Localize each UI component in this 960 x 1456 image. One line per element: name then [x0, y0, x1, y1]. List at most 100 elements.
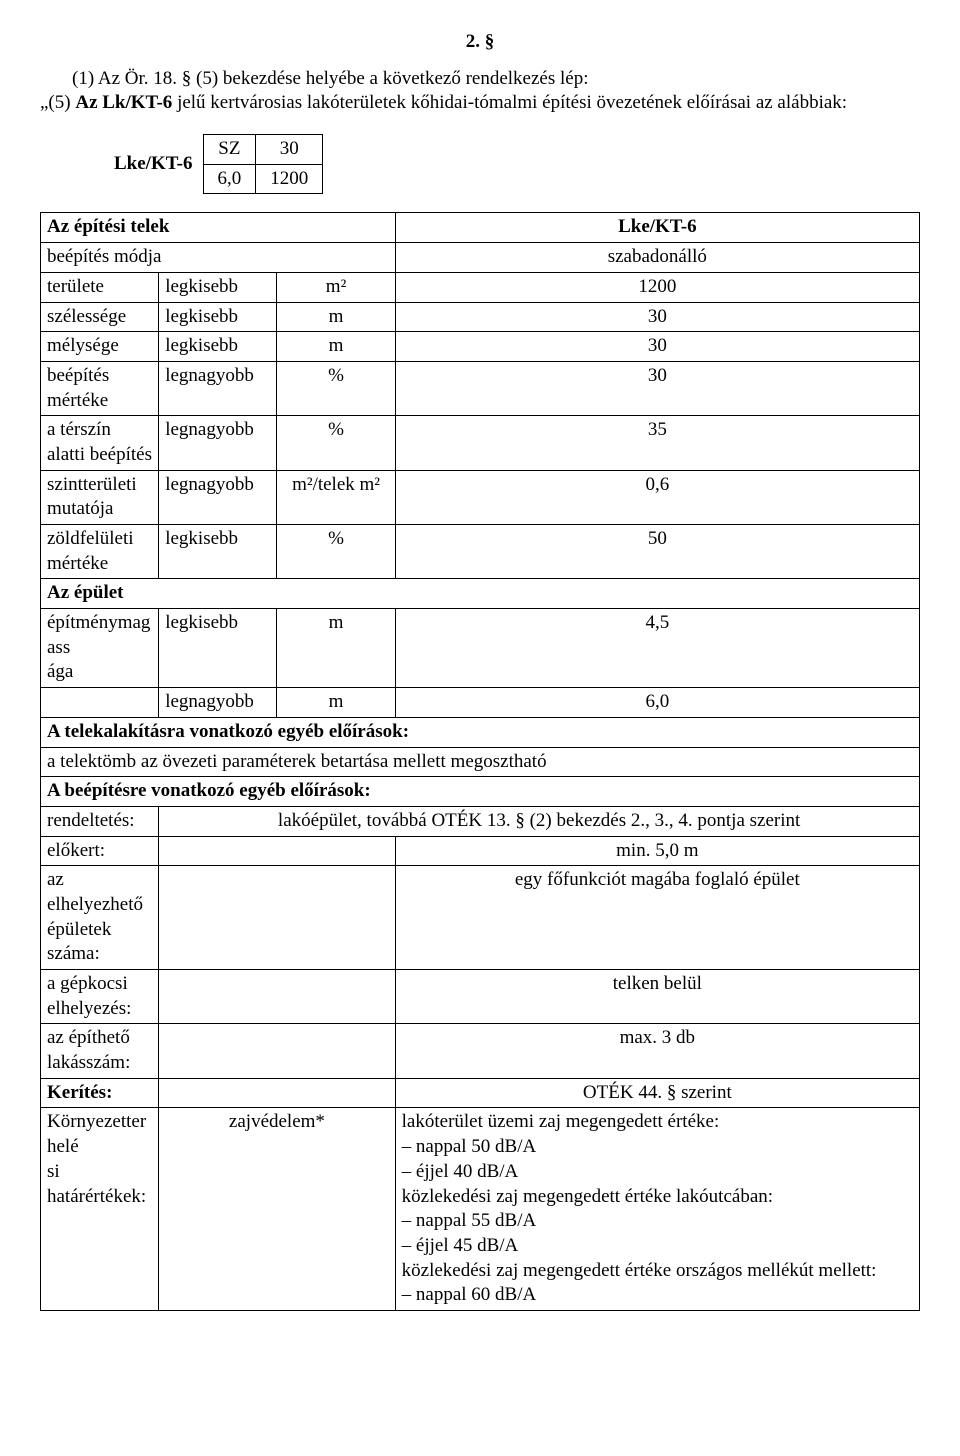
table-row: Az építési telek Lke/KT-6 [41, 213, 920, 243]
cell: a telektömb az övezeti paraméterek betar… [41, 747, 920, 777]
zone-label: Lke/KT-6 [100, 135, 203, 194]
cell: legnagyobb [159, 470, 277, 524]
table-row: legnagyobb m 6,0 [41, 688, 920, 718]
cell: zajvédelem* [159, 1108, 395, 1311]
cell: az építhető lakásszám: [41, 1024, 159, 1078]
table-row: az elhelyezhető épületek száma: egy főfu… [41, 866, 920, 970]
table-row: területe legkisebb m² 1200 [41, 272, 920, 302]
table-row: A telekalakításra vonatkozó egyéb előírá… [41, 717, 920, 747]
cell: 6,0 [395, 688, 919, 718]
zone-top-right: 30 [256, 135, 323, 165]
header-left: Az építési telek [41, 213, 396, 243]
subheader: A beépítésre vonatkozó egyéb előírások: [41, 777, 920, 807]
cell: legkisebb [159, 525, 277, 579]
cell: Környezetterhelési határértékek: [41, 1108, 159, 1311]
cell: mélysége [41, 332, 159, 362]
table-row: a telektömb az övezeti paraméterek betar… [41, 747, 920, 777]
cell: % [277, 416, 395, 470]
table-row: előkert: min. 5,0 m [41, 836, 920, 866]
cell: Kerítés: [41, 1078, 159, 1108]
table-row: rendeltetés: lakóépület, továbbá OTÉK 13… [41, 806, 920, 836]
cell: a gépkocsi elhelyezés: [41, 970, 159, 1024]
cell: min. 5,0 m [395, 836, 919, 866]
cell [159, 836, 395, 866]
table-row: A beépítésre vonatkozó egyéb előírások: [41, 777, 920, 807]
table-row: a gépkocsi elhelyezés: telken belül [41, 970, 920, 1024]
cell: legnagyobb [159, 688, 277, 718]
cell [159, 866, 395, 970]
cell: m² [277, 272, 395, 302]
cell: 50 [395, 525, 919, 579]
cell [159, 1024, 395, 1078]
cell: m [277, 688, 395, 718]
intro-paragraph: (1) Az Ör. 18. § (5) bekezdése helyébe a… [40, 67, 920, 116]
table-row: zöldfelületi mértéke legkisebb % 50 [41, 525, 920, 579]
intro-line-1: (1) Az Ör. 18. § (5) bekezdése helyébe a… [40, 67, 920, 92]
cell: m [277, 609, 395, 688]
cell: legkisebb [159, 332, 277, 362]
table-row: beépítés módja szabadonálló [41, 243, 920, 273]
zone-top-left: SZ [203, 135, 256, 165]
cell: 35 [395, 416, 919, 470]
intro-line-2: „(5) Az Lk/KT-6 jelű kertvárosias lakóte… [40, 91, 920, 116]
cell: egy főfunkciót magába foglaló épület [395, 866, 919, 970]
cell: 30 [395, 302, 919, 332]
table-row: Környezetterhelési határértékek: zajvéde… [41, 1108, 920, 1311]
cell: 30 [395, 361, 919, 415]
cell: a térszín alatti beépítés [41, 416, 159, 470]
cell [159, 970, 395, 1024]
cell [159, 1078, 395, 1108]
cell: telken belül [395, 970, 919, 1024]
section-number: 2. § [40, 30, 920, 55]
cell: 0,6 [395, 470, 919, 524]
table-row: építménymagassága legkisebb m 4,5 [41, 609, 920, 688]
cell: rendeltetés: [41, 806, 159, 836]
cell: beépítés mértéke [41, 361, 159, 415]
table-row: beépítés mértéke legnagyobb % 30 [41, 361, 920, 415]
cell [41, 688, 159, 718]
zone-bot-right: 1200 [256, 164, 323, 194]
cell: legkisebb [159, 609, 277, 688]
cell: m [277, 302, 395, 332]
cell: 4,5 [395, 609, 919, 688]
zone-bot-left: 6,0 [203, 164, 256, 194]
cell: szélessége [41, 302, 159, 332]
intro-rest: jelű kertvárosias lakóterületek kőhidai-… [172, 92, 847, 113]
intro-prefix: „(5) [40, 92, 75, 113]
subheader: A telekalakításra vonatkozó egyéb előírá… [41, 717, 920, 747]
cell: 1200 [395, 272, 919, 302]
table-row: mélysége legkisebb m 30 [41, 332, 920, 362]
cell: az elhelyezhető épületek száma: [41, 866, 159, 970]
cell: szabadonálló [395, 243, 919, 273]
cell: 30 [395, 332, 919, 362]
table-row: a térszín alatti beépítés legnagyobb % 3… [41, 416, 920, 470]
cell: legkisebb [159, 302, 277, 332]
cell: m [277, 332, 395, 362]
main-table: Az építési telek Lke/KT-6 beépítés módja… [40, 212, 920, 1311]
intro-bold: Az Lk/KT-6 [75, 92, 172, 113]
cell: beépítés módja [41, 243, 396, 273]
cell: lakóépület, továbbá OTÉK 13. § (2) bekez… [159, 806, 920, 836]
cell: területe [41, 272, 159, 302]
cell: építménymagassága [41, 609, 159, 688]
table-row: szintterületi mutatója legnagyobb m²/tel… [41, 470, 920, 524]
table-row: az építhető lakásszám: max. 3 db [41, 1024, 920, 1078]
subheader: Az épület [41, 579, 920, 609]
cell: legkisebb [159, 272, 277, 302]
table-row: szélessége legkisebb m 30 [41, 302, 920, 332]
cell: zöldfelületi mértéke [41, 525, 159, 579]
cell: szintterületi mutatója [41, 470, 159, 524]
cell: legnagyobb [159, 361, 277, 415]
cell: előkert: [41, 836, 159, 866]
table-row: Kerítés: OTÉK 44. § szerint [41, 1078, 920, 1108]
zone-code-table: Lke/KT-6 SZ 30 6,0 1200 [100, 134, 323, 194]
cell: % [277, 361, 395, 415]
cell: m²/telek m² [277, 470, 395, 524]
cell: legnagyobb [159, 416, 277, 470]
table-row: Az épület [41, 579, 920, 609]
cell: % [277, 525, 395, 579]
cell: OTÉK 44. § szerint [395, 1078, 919, 1108]
cell: max. 3 db [395, 1024, 919, 1078]
header-right: Lke/KT-6 [395, 213, 919, 243]
cell: lakóterület üzemi zaj megengedett értéke… [395, 1108, 919, 1311]
